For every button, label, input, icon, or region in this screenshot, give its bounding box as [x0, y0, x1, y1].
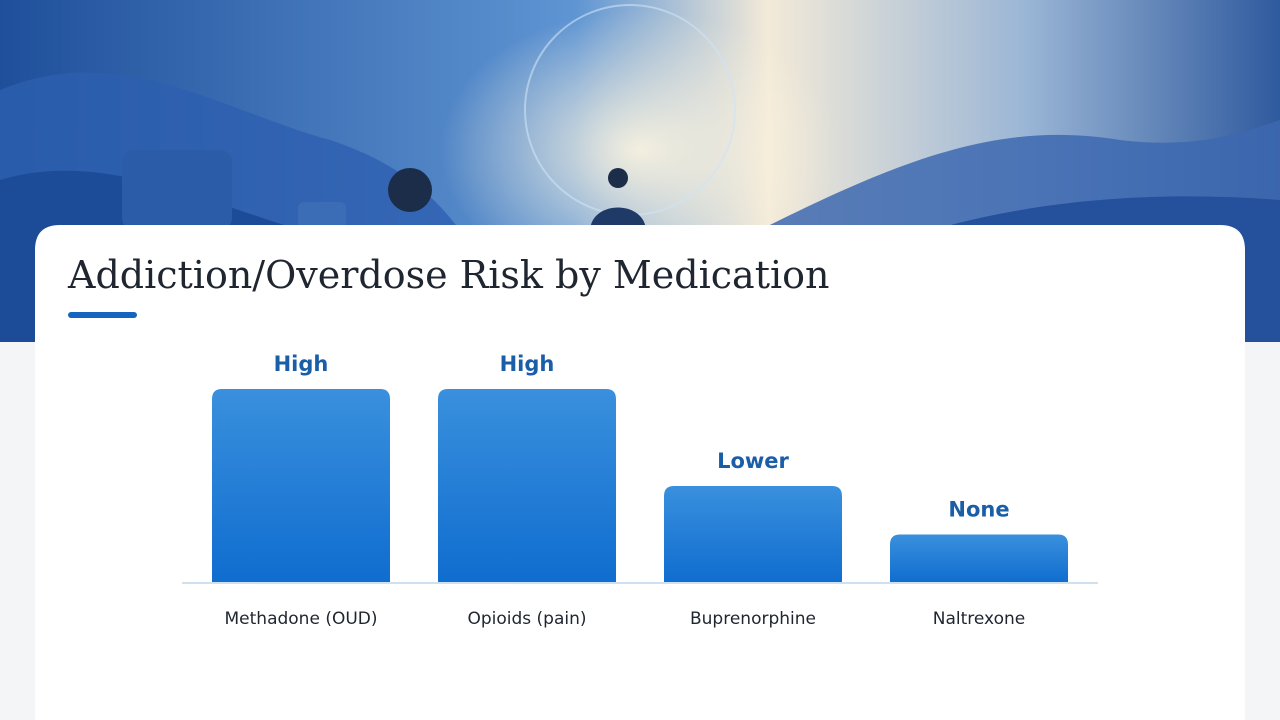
bar [664, 486, 842, 583]
value-label: High [274, 352, 329, 376]
x-tick-label: Methadone (OUD) [225, 609, 378, 629]
bar [212, 389, 390, 583]
x-tick-label: Naltrexone [933, 609, 1025, 629]
value-label: Lower [717, 449, 789, 473]
card [35, 225, 1245, 720]
bar [438, 389, 616, 583]
plot: High Methadone (OUD) High Opioids (pain) Low… [182, 352, 1098, 629]
title-underline [68, 312, 137, 318]
x-tick-label: Buprenorphine [690, 609, 816, 629]
bar [890, 534, 1068, 583]
x-tick-label: Opioids (pain) [467, 609, 586, 629]
chart-title: Addiction/Overdose Risk by Medication [67, 253, 829, 297]
value-label: High [500, 352, 555, 376]
value-label: None [948, 498, 1009, 522]
